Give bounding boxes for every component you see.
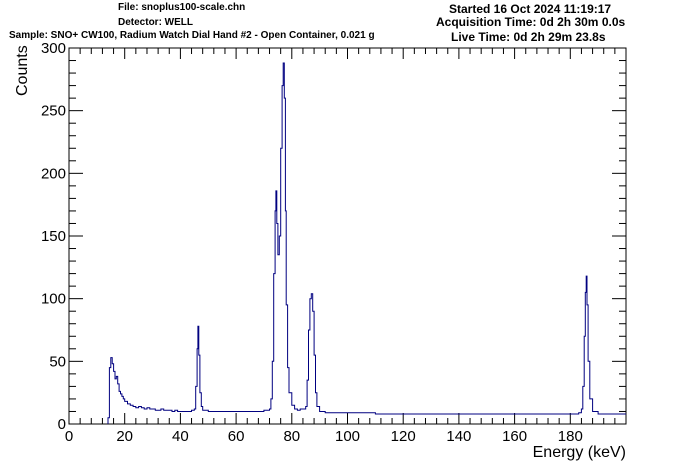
x-tick-label: 100 bbox=[335, 428, 360, 445]
x-tick-label: 160 bbox=[502, 428, 527, 445]
x-tick-label: 60 bbox=[228, 428, 245, 445]
acquisition-time: Acquisition Time: 0d 2h 30m 0.0s bbox=[436, 15, 626, 29]
x-tick-label: 140 bbox=[446, 428, 471, 445]
x-tick-label: 80 bbox=[283, 428, 300, 445]
y-tick-label: 100 bbox=[41, 291, 66, 308]
y-tick-label: 200 bbox=[41, 165, 66, 182]
x-tick-label: 120 bbox=[391, 428, 416, 445]
x-tick-label: 20 bbox=[116, 428, 133, 445]
live-time: Live Time: 0d 2h 29m 23.8s bbox=[451, 30, 606, 44]
y-axis-label: Counts bbox=[14, 45, 31, 96]
x-axis-label: Energy (keV) bbox=[533, 444, 626, 461]
y-tick-labels: 0 50 100 150 200 250 300 bbox=[41, 40, 66, 433]
x-tick-label: 180 bbox=[558, 428, 583, 445]
x-tick-label: 40 bbox=[172, 428, 189, 445]
detector-label: Detector: WELL bbox=[118, 17, 193, 28]
axis-ticks bbox=[68, 47, 627, 425]
y-tick-label: 300 bbox=[41, 40, 66, 57]
plot-frame bbox=[68, 47, 627, 425]
start-time: Started 16 Oct 2024 11:19:17 bbox=[449, 2, 612, 16]
y-tick-label: 0 bbox=[58, 416, 66, 433]
x-tick-label: 0 bbox=[65, 428, 73, 445]
series-spectrum-line bbox=[107, 62, 626, 424]
x-tick-labels: 0 20 40 60 80 100 120 140 160 180 bbox=[65, 428, 583, 445]
sample-label: Sample: SNO+ CW100, Radium Watch Dial Ha… bbox=[9, 30, 375, 41]
y-tick-label: 250 bbox=[41, 103, 66, 120]
file-label: File: snoplus100-scale.chn bbox=[118, 2, 246, 13]
y-tick-label: 50 bbox=[49, 353, 66, 370]
y-tick-label: 150 bbox=[41, 228, 66, 245]
